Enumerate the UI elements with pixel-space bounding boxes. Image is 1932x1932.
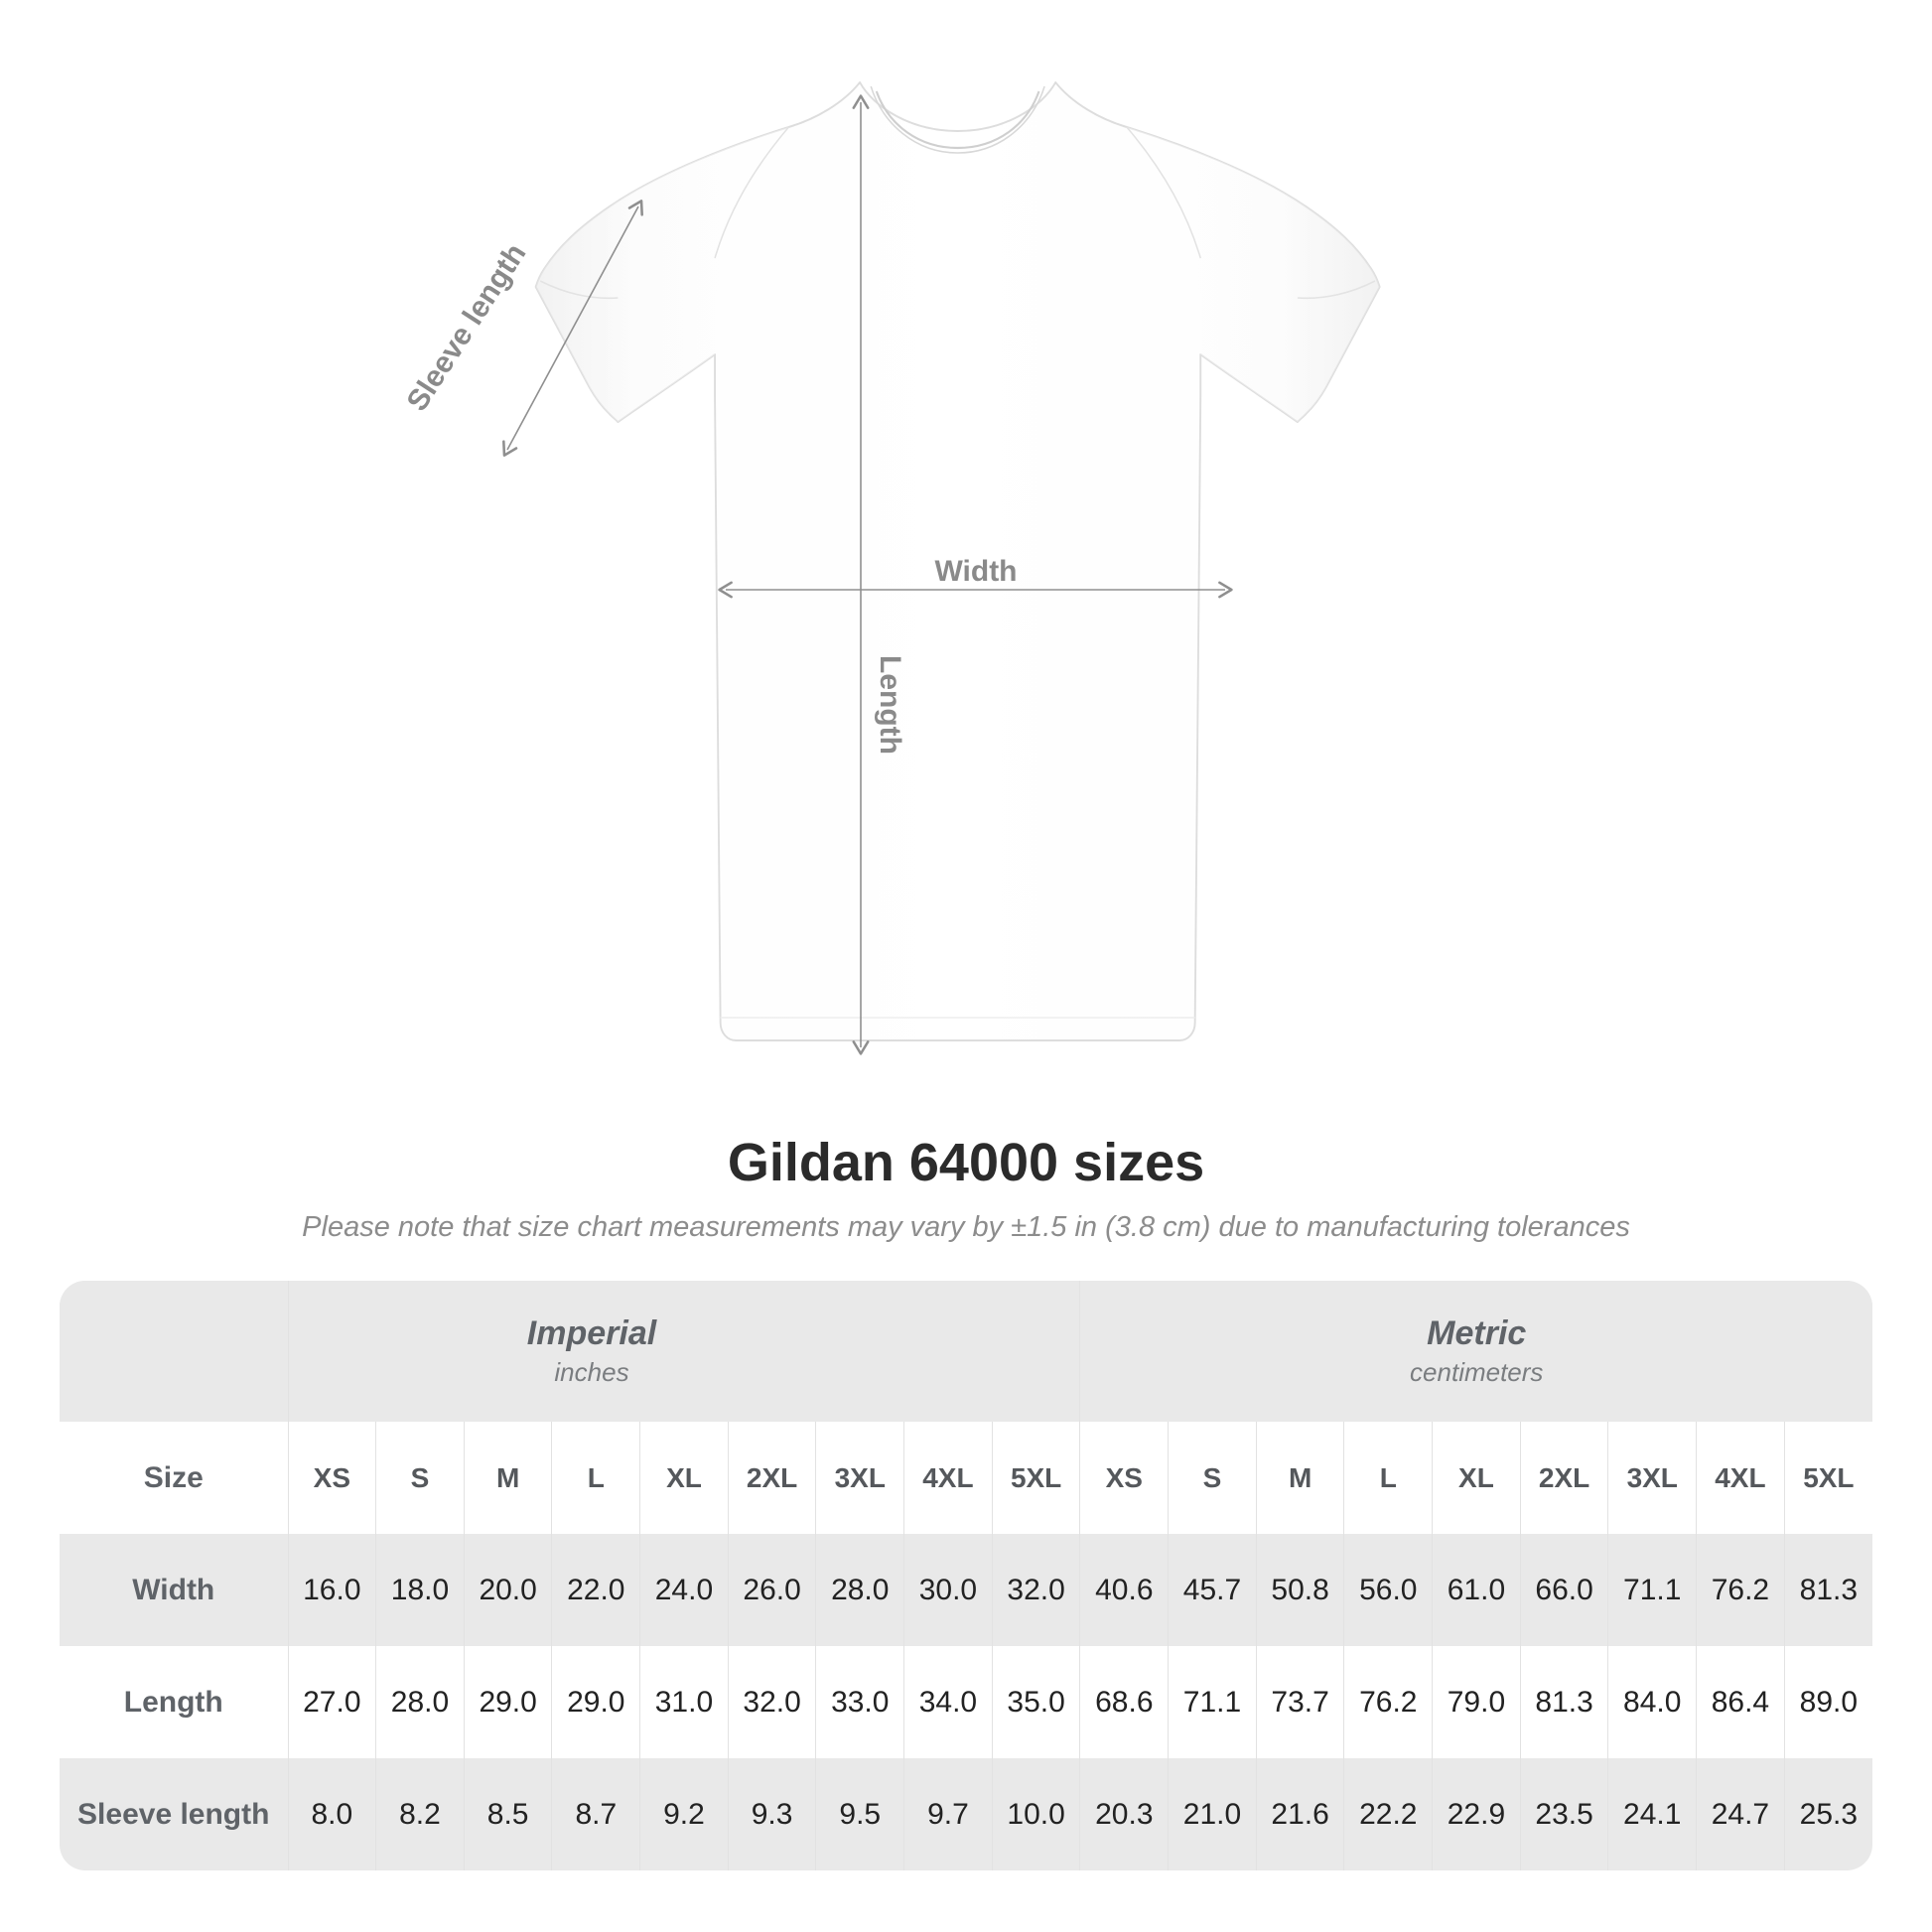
svg-text:Width: Width xyxy=(934,555,1017,588)
svg-text:Length: Length xyxy=(874,655,906,755)
svg-text:Sleeve length: Sleeve length xyxy=(401,238,533,417)
